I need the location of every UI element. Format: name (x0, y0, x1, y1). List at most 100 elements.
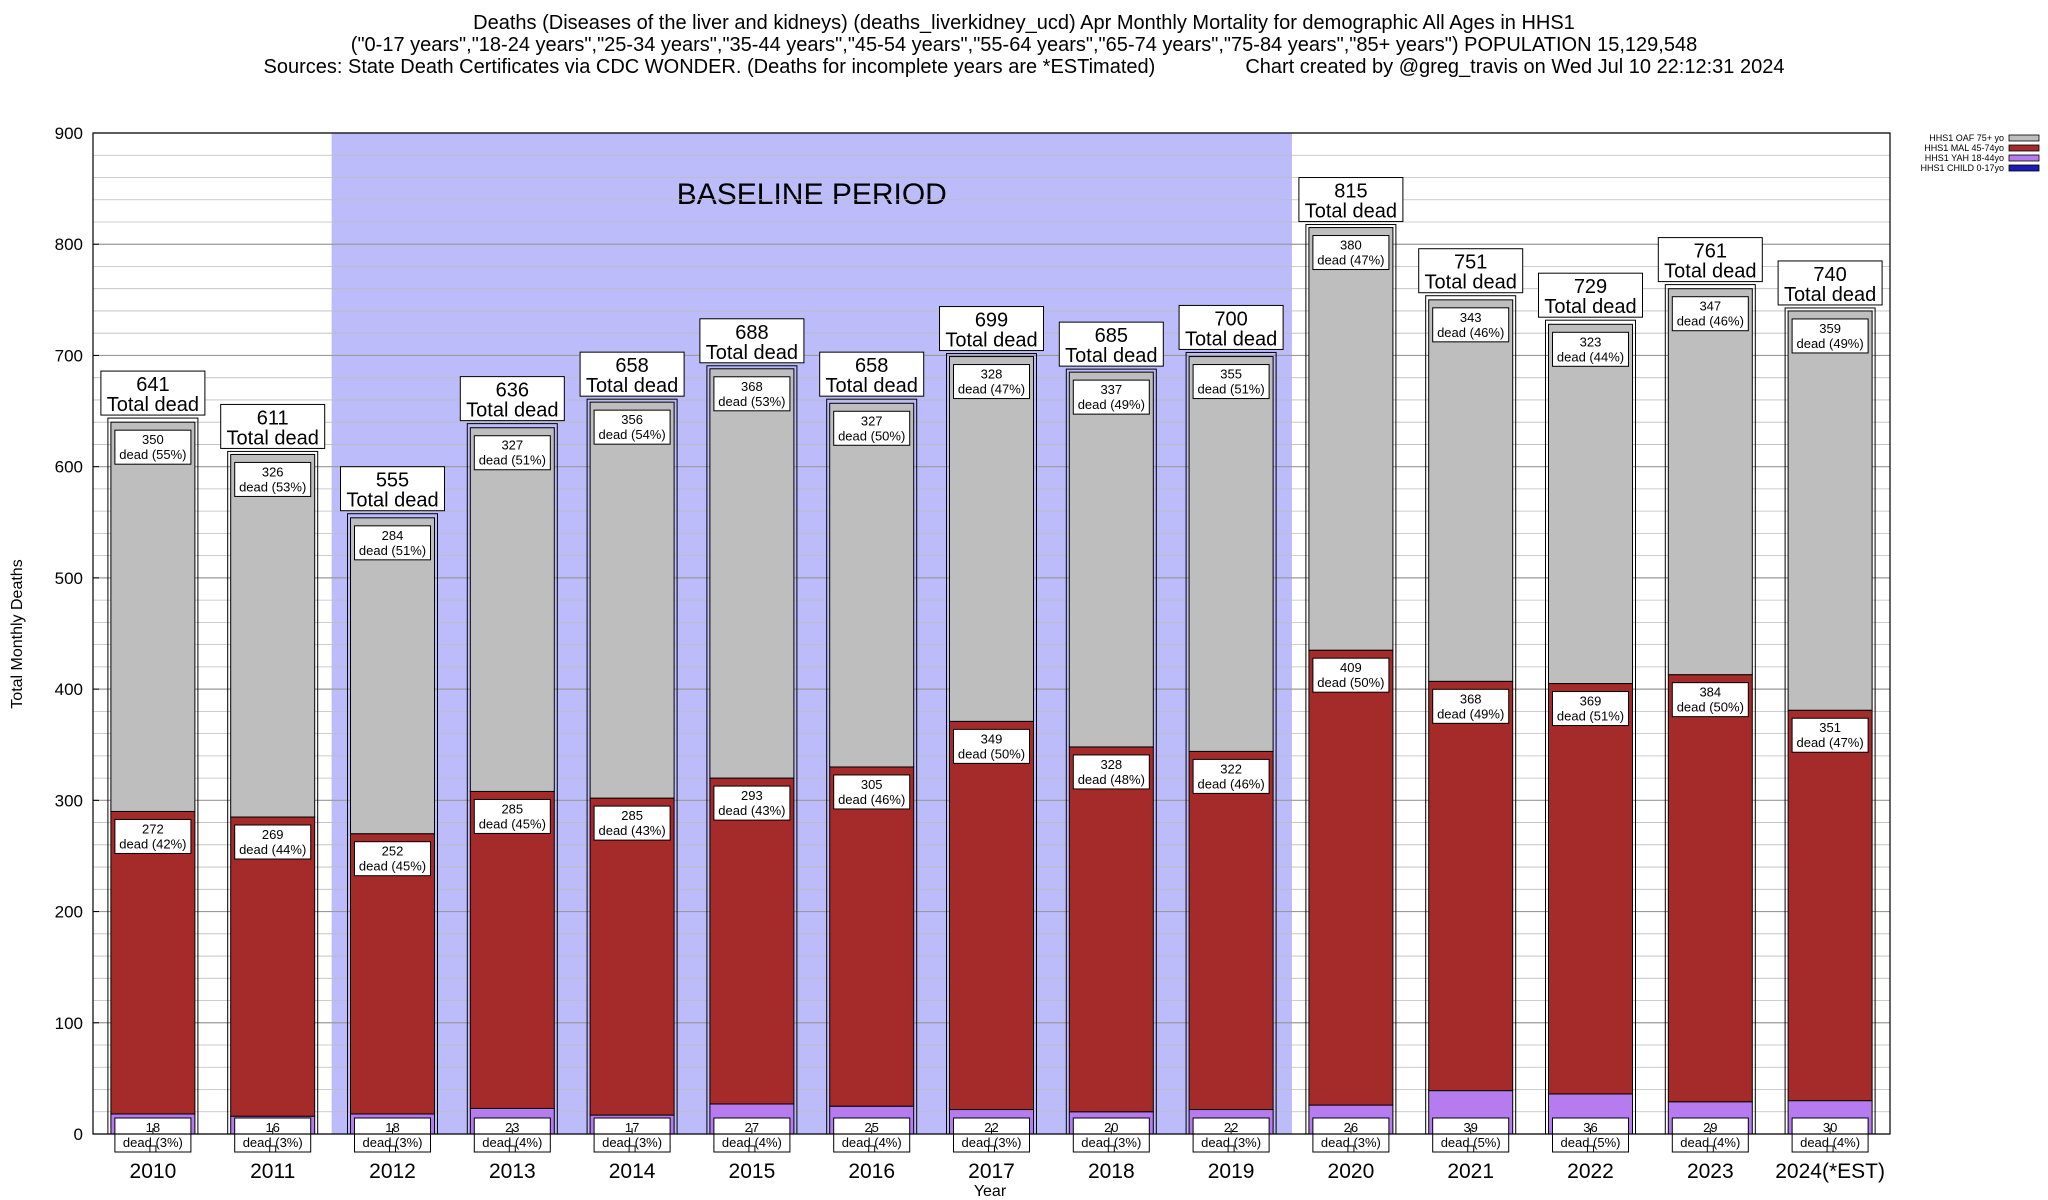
segment-value-label: 293 (741, 788, 763, 803)
segment-value-label: 285 (501, 801, 523, 816)
bar-segment (350, 833, 435, 1115)
total-text-label: Total dead (1784, 284, 1876, 306)
total-value-label: 636 (496, 380, 529, 402)
x-tick-label: 2015 (729, 1160, 776, 1183)
total-label-box (699, 318, 805, 364)
segment-label-box (1791, 717, 1869, 753)
point-marker (1587, 1145, 1594, 1153)
segment-label-box (1312, 235, 1390, 271)
segment-label-box (1312, 657, 1390, 693)
total-value-label: 761 (1694, 241, 1727, 263)
segment-pct-label: dead (3%) (1321, 1135, 1381, 1150)
total-label-box (100, 370, 206, 416)
bar-segment (949, 356, 1034, 722)
total-value-label: 729 (1574, 276, 1607, 298)
segment-pct-label: dead (47%) (1796, 735, 1863, 750)
segment-pct-label: dead (45%) (359, 859, 426, 874)
legend-label: HHS1 OAF 75+ yo (1929, 133, 2004, 143)
total-value-label: 641 (136, 374, 169, 396)
segment-value-label: 20 (1104, 1120, 1118, 1135)
chart-source-line: Sources: State Death Certificates via CD… (0, 56, 2048, 78)
segment-pct-label: dead (47%) (1317, 253, 1384, 268)
bar-segment (1667, 288, 1753, 676)
total-label-box (1657, 237, 1763, 283)
segment-pct-label: dead (51%) (1197, 382, 1264, 397)
total-label-box (1178, 304, 1284, 350)
segment-value-label: 328 (1100, 757, 1122, 772)
bar-segment (469, 790, 555, 1109)
segment-value-label: 36 (1583, 1120, 1597, 1135)
bar-segment (1188, 750, 1274, 1111)
segment-label-box (1552, 691, 1629, 727)
total-text-label: Total dead (1664, 261, 1756, 283)
x-tick-label: 2019 (1208, 1160, 1255, 1183)
segment-label-box (593, 805, 671, 841)
segment-pct-label: dead (4%) (482, 1135, 542, 1150)
segment-pct-label: dead (3%) (602, 1135, 662, 1150)
segment-value-label: 23 (505, 1120, 519, 1135)
segment-label-box (1192, 758, 1270, 794)
segment-pct-label: dead (46%) (1437, 325, 1504, 340)
segment-pct-label: dead (3%) (123, 1135, 183, 1150)
total-label-box (1298, 177, 1404, 223)
segment-label-box (114, 429, 192, 465)
total-label-box (1418, 248, 1524, 294)
segment-label-box (1671, 296, 1749, 332)
segment-pct-label: dead (50%) (958, 746, 1025, 761)
point-marker (1706, 1145, 1714, 1153)
segment-label-box (1432, 688, 1510, 724)
bar-segment (709, 777, 795, 1105)
segment-pct-label: dead (46%) (1677, 314, 1744, 329)
total-text-label: Total dead (1305, 201, 1397, 223)
segment-pct-label: dead (53%) (239, 479, 306, 494)
total-text-label: Total dead (1425, 272, 1517, 294)
y-tick-label: 800 (55, 235, 83, 254)
segment-pct-label: dead (47%) (958, 382, 1025, 397)
segment-label-box (713, 376, 791, 412)
y-tick-label: 100 (55, 1014, 83, 1033)
plot-frame (92, 132, 1891, 1135)
point-marker (868, 1145, 876, 1153)
segment-value-label: 350 (142, 432, 164, 447)
y-tick-label: 500 (55, 569, 83, 588)
x-tick-label: 2014 (609, 1160, 656, 1183)
segment-pct-label: dead (5%) (1441, 1135, 1501, 1150)
segment-pct-label: dead (4%) (1680, 1135, 1740, 1150)
segment-value-label: 343 (1460, 310, 1482, 325)
segment-value-label: 368 (1460, 691, 1482, 706)
segment-value-label: 22 (1224, 1120, 1238, 1135)
total-value-label: 815 (1334, 181, 1367, 203)
legend-swatch (2008, 164, 2040, 172)
point-marker (988, 1145, 995, 1153)
segment-value-label: 269 (262, 827, 284, 842)
segment-value-label: 39 (1463, 1120, 1477, 1135)
total-label-box (939, 306, 1044, 352)
bar-segment (110, 810, 196, 1115)
bar-segment (1068, 371, 1154, 748)
total-text-label: Total dead (826, 375, 918, 397)
point-marker (389, 1145, 396, 1153)
segment-label-box (953, 728, 1030, 764)
point-marker (1826, 1145, 1834, 1153)
segment-label-box (1671, 682, 1749, 718)
segment-label-box (833, 410, 911, 446)
segment-label-box (593, 409, 671, 445)
y-tick-label: 200 (55, 903, 83, 922)
segment-value-label: 252 (382, 844, 404, 859)
total-label-box (340, 466, 445, 512)
total-label-box (1777, 260, 1883, 306)
chart-title-block: Deaths (Diseases of the liver and kidney… (0, 12, 2048, 78)
total-text-label: Total dead (466, 400, 558, 422)
segment-pct-label: dead (43%) (598, 823, 665, 838)
legend-swatch (2008, 154, 2040, 162)
bar-segment (1667, 674, 1753, 1103)
legend-label: HHS1 CHILD 0-17yo (1920, 163, 2004, 173)
segment-pct-label: dead (53%) (718, 394, 785, 409)
segment-value-label: 409 (1340, 660, 1362, 675)
chart-title: Deaths (Diseases of the liver and kidney… (473, 12, 1575, 34)
segment-label-box (114, 818, 192, 854)
segment-value-label: 25 (864, 1120, 878, 1135)
baseline-period-label: BASELINE PERIOD (677, 178, 947, 211)
bar-segment (469, 427, 555, 792)
segment-value-label: 326 (262, 464, 284, 479)
